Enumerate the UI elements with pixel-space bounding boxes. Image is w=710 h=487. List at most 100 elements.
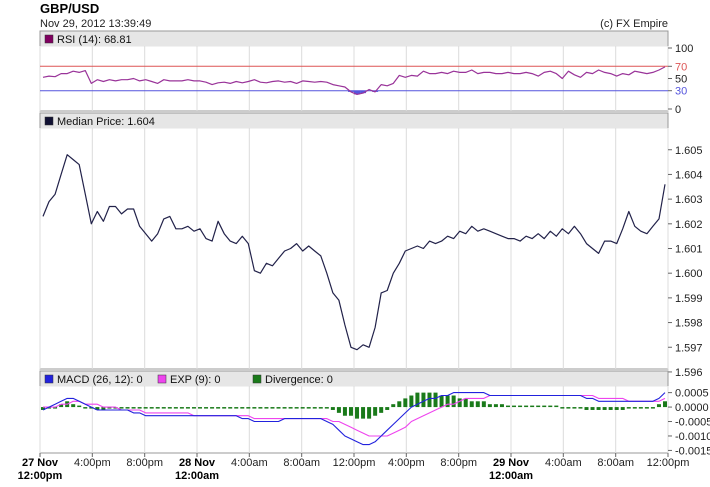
- divergence-bar: [626, 407, 631, 409]
- divergence-bar: [590, 407, 595, 410]
- divergence-bar: [421, 392, 426, 408]
- divergence-bar: [499, 404, 504, 408]
- divergence-bar: [336, 407, 341, 413]
- y-tick-label: 0.0000: [675, 402, 709, 414]
- divergence-bar: [536, 405, 541, 408]
- divergence-bar: [312, 407, 317, 409]
- x-tick-label: 8:00pm: [440, 457, 477, 469]
- y-tick-label: 1.596: [675, 367, 703, 379]
- x-tick-label: 8:00am: [597, 457, 634, 469]
- divergence-bar: [656, 404, 661, 408]
- divergence-bar: [397, 401, 402, 408]
- legend-bar: [40, 113, 668, 129]
- divergence-bar: [463, 398, 468, 408]
- y-tick-label: 1.600: [675, 268, 703, 280]
- macd-legend-2-label: Divergence: 0: [265, 374, 333, 386]
- divergence-bar: [306, 407, 311, 409]
- divergence-bar: [41, 407, 45, 410]
- chart-symbol: GBP/USD: [40, 1, 99, 16]
- macd-legend-0-label: MACD (26, 12): 0: [57, 374, 143, 386]
- divergence-bar: [602, 407, 607, 410]
- median-price-line: [42, 154, 666, 351]
- divergence-bar: [282, 407, 287, 409]
- y-tick-label: 1.604: [675, 169, 703, 181]
- y-tick-label: 100: [675, 43, 693, 55]
- divergence-bar: [216, 407, 221, 409]
- divergence-bar: [222, 407, 227, 409]
- divergence-bar: [475, 401, 480, 408]
- divergence-bar: [457, 398, 462, 408]
- divergence-bar: [270, 407, 275, 409]
- divergence-bar: [161, 407, 166, 409]
- divergence-bar: [258, 407, 263, 409]
- y-tick-label: -0.0010: [675, 431, 710, 443]
- x-tick-label: 4:00am: [231, 457, 268, 469]
- divergence-bar: [89, 407, 94, 409]
- divergence-bar: [445, 395, 450, 408]
- y-tick-label: 1.597: [675, 342, 703, 354]
- x-tick-label: 8:00am: [283, 457, 320, 469]
- panel-rsi: RSI (14): 68.81 100 50 0 70 30: [39, 30, 693, 116]
- divergence-bar: [373, 407, 378, 416]
- rsi-legend-swatch: [44, 34, 54, 44]
- divergence-bar: [324, 407, 329, 409]
- price-legend-label: Median Price: 1.604: [57, 116, 155, 128]
- price-legend-swatch: [44, 116, 54, 126]
- rsi-level-label: 30: [675, 86, 687, 98]
- divergence-bar: [596, 407, 601, 410]
- divergence-bar: [342, 407, 347, 416]
- divergence-bar: [385, 407, 390, 410]
- divergence-bar: [113, 407, 118, 409]
- divergence-bar: [348, 407, 353, 416]
- legend-bar: [40, 31, 668, 47]
- divergence-bar: [663, 401, 667, 408]
- y-tick-label: 1.601: [675, 244, 703, 256]
- divergence-bar: [481, 401, 486, 408]
- x-tick-sublabel: 12:00pm: [18, 470, 63, 482]
- legend-bar: [40, 371, 668, 387]
- divergence-bar: [204, 407, 209, 409]
- divergence-bar: [179, 407, 184, 409]
- divergence-bar: [355, 407, 360, 419]
- x-tick-label: 29 Nov: [493, 457, 530, 469]
- divergence-bar: [487, 404, 492, 408]
- divergence-bar: [620, 407, 625, 410]
- divergence-bar: [391, 404, 396, 408]
- divergence-bar: [95, 407, 100, 410]
- x-tick-label: 27 Nov: [22, 457, 59, 469]
- divergence-bar: [137, 407, 142, 409]
- macd-legend-0-swatch: [44, 374, 54, 384]
- divergence-bar: [542, 405, 547, 408]
- divergence-bar: [155, 407, 160, 409]
- panel-price: Median Price: 1.604 1.605 1.604 1.603 1.602 1…: [39, 112, 703, 379]
- divergence-bar: [125, 407, 130, 409]
- x-tick-label: 4:00am: [545, 457, 582, 469]
- divergence-bar: [379, 407, 384, 413]
- divergence-bar: [173, 407, 178, 409]
- divergence-bar: [614, 407, 619, 410]
- x-tick-sublabel: 12:00am: [489, 470, 533, 482]
- divergence-bar: [131, 407, 136, 409]
- x-tick-label: 12:00pm: [647, 457, 690, 469]
- x-tick-label: 4:00pm: [388, 457, 425, 469]
- y-tick-label: 1.599: [675, 293, 703, 305]
- y-tick-label: 0.0005: [675, 388, 709, 400]
- divergence-bar: [644, 407, 649, 409]
- divergence-bar: [185, 407, 190, 409]
- divergence-bar: [518, 405, 523, 408]
- divergence-bar: [427, 392, 432, 408]
- divergence-bar: [439, 395, 444, 408]
- divergence-bar: [469, 401, 474, 408]
- divergence-bar: [530, 405, 535, 408]
- y-tick-label: 50: [675, 74, 687, 86]
- rsi-oversold-fill: [354, 90, 361, 95]
- divergence-bar: [246, 407, 251, 409]
- divergence-bar: [234, 407, 239, 409]
- divergence-bar: [143, 407, 148, 409]
- divergence-bar: [107, 407, 112, 409]
- rsi-oversold-fill: [360, 90, 367, 94]
- divergence-bar: [198, 407, 203, 409]
- divergence-bar: [288, 407, 293, 409]
- x-tick-label: 4:00pm: [74, 457, 111, 469]
